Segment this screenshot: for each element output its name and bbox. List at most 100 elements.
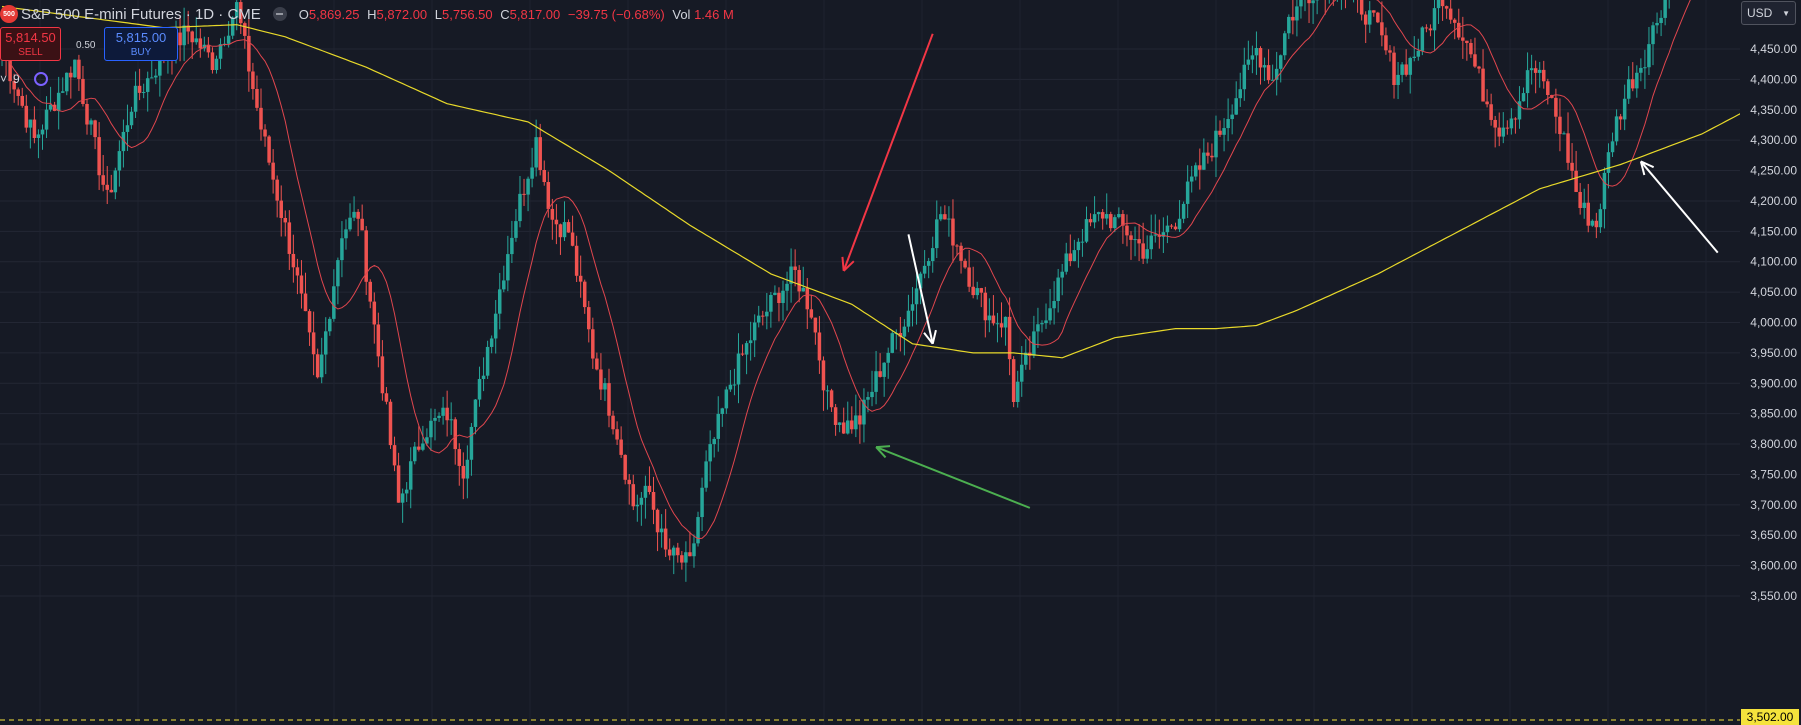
candle-body: [251, 71, 255, 89]
candle-body: [821, 360, 826, 391]
candle-body: [1558, 116, 1562, 135]
candle-body: [647, 485, 652, 492]
candle-body: [1100, 212, 1105, 219]
candle-body: [1372, 10, 1376, 13]
candle-body: [1299, 0, 1303, 7]
candle-body: [947, 218, 951, 220]
candle-body: [550, 208, 555, 220]
candle-body: [125, 125, 130, 132]
chevron-down-icon[interactable]: ˅: [0, 72, 8, 86]
candle-body: [1040, 323, 1044, 325]
candle-body: [1177, 218, 1182, 230]
market-status-icon[interactable]: [272, 7, 287, 21]
candle-body: [890, 333, 895, 353]
candle-body: [910, 304, 915, 311]
candle-body: [1291, 16, 1295, 21]
candle-body: [817, 332, 822, 361]
buy-button[interactable]: 5,815.00 BUY: [104, 27, 178, 61]
candle-body: [1198, 165, 1202, 170]
candle-body: [376, 324, 381, 357]
candle-body: [1452, 19, 1457, 23]
candle-body: [441, 407, 445, 416]
candle-body: [680, 555, 684, 563]
candle-body: [271, 162, 275, 180]
candle-body: [655, 509, 660, 533]
candle-body: [1161, 232, 1166, 237]
candle-body: [1428, 28, 1433, 31]
candle-body: [793, 266, 797, 271]
candle-body: [400, 493, 405, 503]
indicator-count[interactable]: 9: [13, 72, 20, 86]
candle-body: [1283, 33, 1287, 56]
candle-body: [1594, 220, 1599, 228]
candle-body: [850, 420, 854, 430]
candle-body: [951, 218, 955, 246]
candle-body: [676, 547, 680, 556]
candle-body: [1643, 67, 1647, 69]
sell-button[interactable]: 5,814.50 SELL: [0, 27, 61, 61]
candle-body: [299, 275, 304, 294]
candle-body: [1153, 234, 1158, 236]
candle-body: [1202, 152, 1206, 170]
symbol-title[interactable]: S&P 500 E-mini Futures · 1D · CME: [21, 5, 261, 23]
candle-body: [696, 517, 700, 544]
candle-body: [546, 182, 551, 209]
candle-body: [1060, 271, 1064, 278]
candle-body: [1036, 324, 1040, 332]
price-tick-label: 3,600.00: [1750, 559, 1797, 573]
candle-body: [1533, 68, 1538, 73]
candle-body: [303, 293, 308, 312]
candle-body: [1359, 0, 1364, 15]
candle-body: [198, 38, 203, 49]
candle-body: [1238, 89, 1243, 99]
candle-body: [129, 111, 134, 126]
candle-body: [870, 391, 874, 398]
candle-body: [28, 119, 33, 128]
candle-body: [611, 415, 615, 430]
price-tick-label: 3,950.00: [1750, 346, 1797, 360]
candle-body: [829, 390, 834, 408]
candle-body: [372, 301, 377, 325]
candle-body: [1639, 67, 1643, 73]
candle-body: [841, 422, 846, 434]
candle-body: [1457, 22, 1461, 38]
candle-body: [906, 310, 911, 327]
candle-body: [1663, 0, 1667, 18]
candle-body: [186, 25, 190, 32]
candle-body: [287, 222, 292, 254]
candle-body: [206, 44, 211, 53]
candle-body: [765, 311, 769, 317]
candle-body: [1015, 381, 1020, 402]
candle-body: [85, 103, 89, 125]
price-axis[interactable]: 4,450.00 4,400.00 4,350.00 4,300.00 4,250.00…: [1740, 0, 1801, 725]
currency-selector[interactable]: USD ▼: [1741, 1, 1796, 25]
candle-body: [344, 229, 348, 239]
candle-body: [708, 444, 712, 462]
candle-body: [433, 417, 437, 421]
candle-body: [1084, 219, 1089, 242]
candle-body: [882, 362, 886, 377]
candle-body: [1606, 152, 1611, 173]
candle-body: [1384, 35, 1388, 51]
price-tick-label: 4,050.00: [1750, 285, 1797, 299]
price-tick-label: 3,700.00: [1750, 498, 1797, 512]
candle-body: [1145, 249, 1149, 259]
candle-body: [1230, 114, 1234, 120]
candle-body: [307, 311, 312, 333]
candle-body: [113, 170, 118, 193]
candle-body: [1537, 69, 1542, 73]
symbol-logo-icon[interactable]: 500: [0, 5, 18, 23]
candle-body: [24, 105, 29, 128]
indicators-row: ˅ 9: [0, 72, 48, 86]
candle-body: [1234, 98, 1238, 115]
candle-body: [149, 77, 154, 79]
annotation-arrows: [841, 33, 1719, 509]
candle-body: [1076, 241, 1081, 251]
candle-body: [761, 315, 765, 317]
candle-body: [1218, 130, 1222, 135]
candle-body: [659, 528, 664, 533]
candle-body: [902, 326, 907, 337]
candle-body: [971, 286, 975, 296]
candle-body: [1521, 93, 1526, 102]
